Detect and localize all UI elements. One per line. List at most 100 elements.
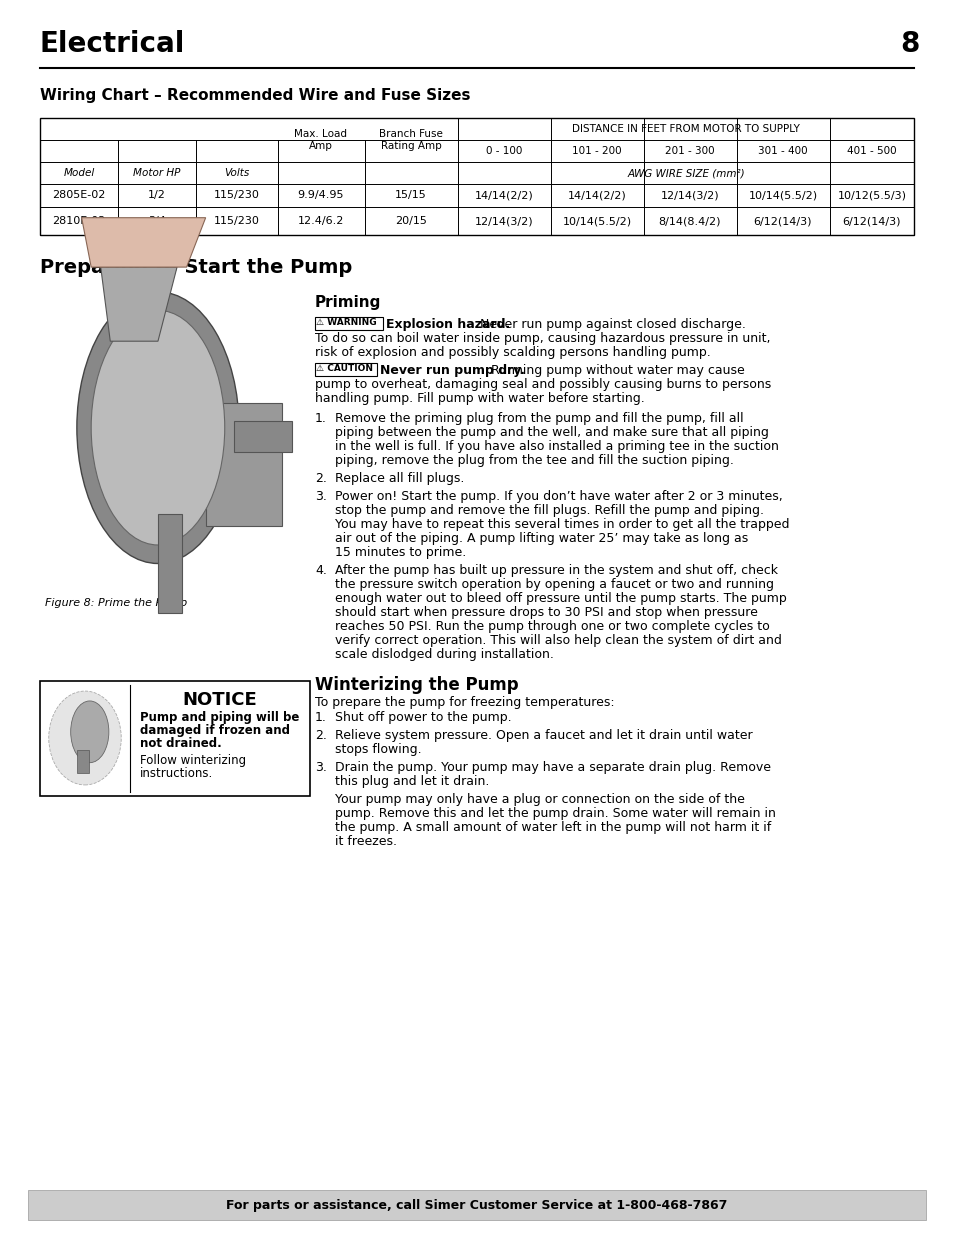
Circle shape <box>49 692 121 785</box>
Text: NOTICE: NOTICE <box>182 692 257 709</box>
Ellipse shape <box>71 701 109 763</box>
Text: Never run pump against closed discharge.: Never run pump against closed discharge. <box>476 317 745 331</box>
Text: 4.: 4. <box>314 564 327 577</box>
Text: AWG WIRE SIZE (mm²): AWG WIRE SIZE (mm²) <box>626 168 744 178</box>
Text: it freezes.: it freezes. <box>335 835 396 848</box>
FancyBboxPatch shape <box>28 1191 925 1220</box>
Bar <box>234 421 292 452</box>
Polygon shape <box>101 267 177 341</box>
Text: 15/15: 15/15 <box>395 190 426 200</box>
Text: 6/12(14/3): 6/12(14/3) <box>841 216 901 226</box>
Text: 10/12(5.5/3): 10/12(5.5/3) <box>837 190 905 200</box>
Text: verify correct operation. This will also help clean the system of dirt and: verify correct operation. This will also… <box>335 634 781 647</box>
Text: 14/14(2/2): 14/14(2/2) <box>567 190 626 200</box>
Polygon shape <box>82 217 206 267</box>
Text: To do so can boil water inside pump, causing hazardous pressure in unit,: To do so can boil water inside pump, cau… <box>314 332 770 345</box>
Text: 115/230: 115/230 <box>213 216 259 226</box>
Text: 12/14(3/2): 12/14(3/2) <box>660 190 719 200</box>
Text: Power on! Start the pump. If you don’t have water after 2 or 3 minutes,: Power on! Start the pump. If you don’t h… <box>335 490 781 503</box>
FancyBboxPatch shape <box>314 363 376 375</box>
Text: 1.: 1. <box>314 412 327 425</box>
Text: 0 - 100: 0 - 100 <box>485 146 521 156</box>
Text: Volts: Volts <box>224 168 250 178</box>
Text: Never run pump dry.: Never run pump dry. <box>379 364 524 377</box>
Text: To prepare the pump for freezing temperatures:: To prepare the pump for freezing tempera… <box>314 697 614 709</box>
Text: this plug and let it drain.: this plug and let it drain. <box>335 776 489 788</box>
Ellipse shape <box>91 310 225 545</box>
Text: should start when pressure drops to 30 PSI and stop when pressure: should start when pressure drops to 30 P… <box>335 606 757 619</box>
Text: You may have to repeat this several times in order to get all the trapped: You may have to repeat this several time… <box>335 517 789 531</box>
Text: air out of the piping. A pump lifting water 25’ may take as long as: air out of the piping. A pump lifting wa… <box>335 532 747 545</box>
Text: 1/2: 1/2 <box>148 190 166 200</box>
Text: 8/14(8.4/2): 8/14(8.4/2) <box>659 216 720 226</box>
Text: 401 - 500: 401 - 500 <box>846 146 896 156</box>
FancyBboxPatch shape <box>314 317 382 330</box>
Bar <box>206 403 282 526</box>
Text: 3.: 3. <box>314 761 327 774</box>
Bar <box>158 514 182 613</box>
Text: pump to overheat, damaging seal and possibly causing burns to persons: pump to overheat, damaging seal and poss… <box>314 378 770 391</box>
Text: pump. Remove this and let the pump drain. Some water will remain in: pump. Remove this and let the pump drain… <box>335 806 775 820</box>
Text: 6/12(14/3): 6/12(14/3) <box>753 216 811 226</box>
Text: Relieve system pressure. Open a faucet and let it drain until water: Relieve system pressure. Open a faucet a… <box>335 729 752 742</box>
Text: the pump. A small amount of water left in the pump will not harm it if: the pump. A small amount of water left i… <box>335 821 770 834</box>
Text: 3/4: 3/4 <box>148 216 166 226</box>
Text: Motor HP: Motor HP <box>133 168 180 178</box>
Text: 10/14(5.5/2): 10/14(5.5/2) <box>562 216 631 226</box>
Text: 14/14(2/2): 14/14(2/2) <box>475 190 533 200</box>
Text: 2805E-02: 2805E-02 <box>52 190 106 200</box>
Text: Model: Model <box>63 168 94 178</box>
Text: Pump and piping will be: Pump and piping will be <box>140 711 299 724</box>
Text: Follow winterizing: Follow winterizing <box>140 755 246 767</box>
Text: scale dislodged during installation.: scale dislodged during installation. <box>335 648 554 661</box>
Text: 201 - 300: 201 - 300 <box>664 146 714 156</box>
Bar <box>77 751 89 773</box>
Text: Figure 8: Prime the Pump: Figure 8: Prime the Pump <box>45 598 187 608</box>
Text: Remove the priming plug from the pump and fill the pump, fill all: Remove the priming plug from the pump an… <box>335 412 742 425</box>
Text: Shut off power to the pump.: Shut off power to the pump. <box>335 711 511 724</box>
Text: DISTANCE IN FEET FROM MOTOR TO SUPPLY: DISTANCE IN FEET FROM MOTOR TO SUPPLY <box>572 124 800 135</box>
Text: Branch Fuse
Rating Amp: Branch Fuse Rating Amp <box>378 130 442 151</box>
Text: 301 - 400: 301 - 400 <box>758 146 807 156</box>
Text: 2810E-02: 2810E-02 <box>52 216 106 226</box>
Text: risk of explosion and possibly scalding persons handling pump.: risk of explosion and possibly scalding … <box>314 346 710 359</box>
Text: 1.: 1. <box>314 711 327 724</box>
Text: not drained.: not drained. <box>140 737 221 750</box>
Text: the pressure switch operation by opening a faucet or two and running: the pressure switch operation by opening… <box>335 578 773 592</box>
Text: After the pump has built up pressure in the system and shut off, check: After the pump has built up pressure in … <box>335 564 778 577</box>
Text: 20/15: 20/15 <box>395 216 427 226</box>
Text: Priming: Priming <box>314 295 381 310</box>
Text: instructions.: instructions. <box>140 767 213 781</box>
Text: Replace all fill plugs.: Replace all fill plugs. <box>335 472 464 485</box>
Text: stops flowing.: stops flowing. <box>335 743 421 756</box>
Text: 12.4/6.2: 12.4/6.2 <box>297 216 344 226</box>
Text: 2.: 2. <box>314 472 327 485</box>
Text: Wiring Chart – Recommended Wire and Fuse Sizes: Wiring Chart – Recommended Wire and Fuse… <box>40 88 470 103</box>
Text: Explosion hazard.: Explosion hazard. <box>386 317 510 331</box>
Text: 10/14(5.5/2): 10/14(5.5/2) <box>748 190 817 200</box>
Text: Your pump may only have a plug or connection on the side of the: Your pump may only have a plug or connec… <box>335 793 744 806</box>
Text: For parts or assistance, call Simer Customer Service at 1-800-468-7867: For parts or assistance, call Simer Cust… <box>226 1198 727 1212</box>
Text: piping between the pump and the well, and make sure that all piping: piping between the pump and the well, an… <box>335 426 768 438</box>
Text: Running pump without water may cause: Running pump without water may cause <box>486 364 744 377</box>
Text: ⚠ CAUTION: ⚠ CAUTION <box>315 364 373 373</box>
Text: 8: 8 <box>900 30 919 58</box>
Text: 9.9/4.95: 9.9/4.95 <box>297 190 344 200</box>
Text: in the well is full. If you have also installed a priming tee in the suction: in the well is full. If you have also in… <box>335 440 778 453</box>
Text: 12/14(3/2): 12/14(3/2) <box>475 216 533 226</box>
Text: piping, remove the plug from the tee and fill the suction piping.: piping, remove the plug from the tee and… <box>335 454 733 467</box>
Text: Preparing to Start the Pump: Preparing to Start the Pump <box>40 258 352 277</box>
Text: enough water out to bleed off pressure until the pump starts. The pump: enough water out to bleed off pressure u… <box>335 592 786 605</box>
Text: stop the pump and remove the fill plugs. Refill the pump and piping.: stop the pump and remove the fill plugs.… <box>335 504 763 517</box>
Text: reaches 50 PSI. Run the pump through one or two complete cycles to: reaches 50 PSI. Run the pump through one… <box>335 620 769 634</box>
FancyBboxPatch shape <box>40 119 913 235</box>
Text: Electrical: Electrical <box>40 30 185 58</box>
Text: Winterizing the Pump: Winterizing the Pump <box>314 676 518 694</box>
Text: Drain the pump. Your pump may have a separate drain plug. Remove: Drain the pump. Your pump may have a sep… <box>335 761 770 774</box>
Text: 2.: 2. <box>314 729 327 742</box>
Text: Max. Load
Amp: Max. Load Amp <box>294 130 347 151</box>
Text: 101 - 200: 101 - 200 <box>572 146 621 156</box>
Ellipse shape <box>77 291 239 563</box>
Text: 15 minutes to prime.: 15 minutes to prime. <box>335 546 466 559</box>
FancyBboxPatch shape <box>40 680 310 797</box>
